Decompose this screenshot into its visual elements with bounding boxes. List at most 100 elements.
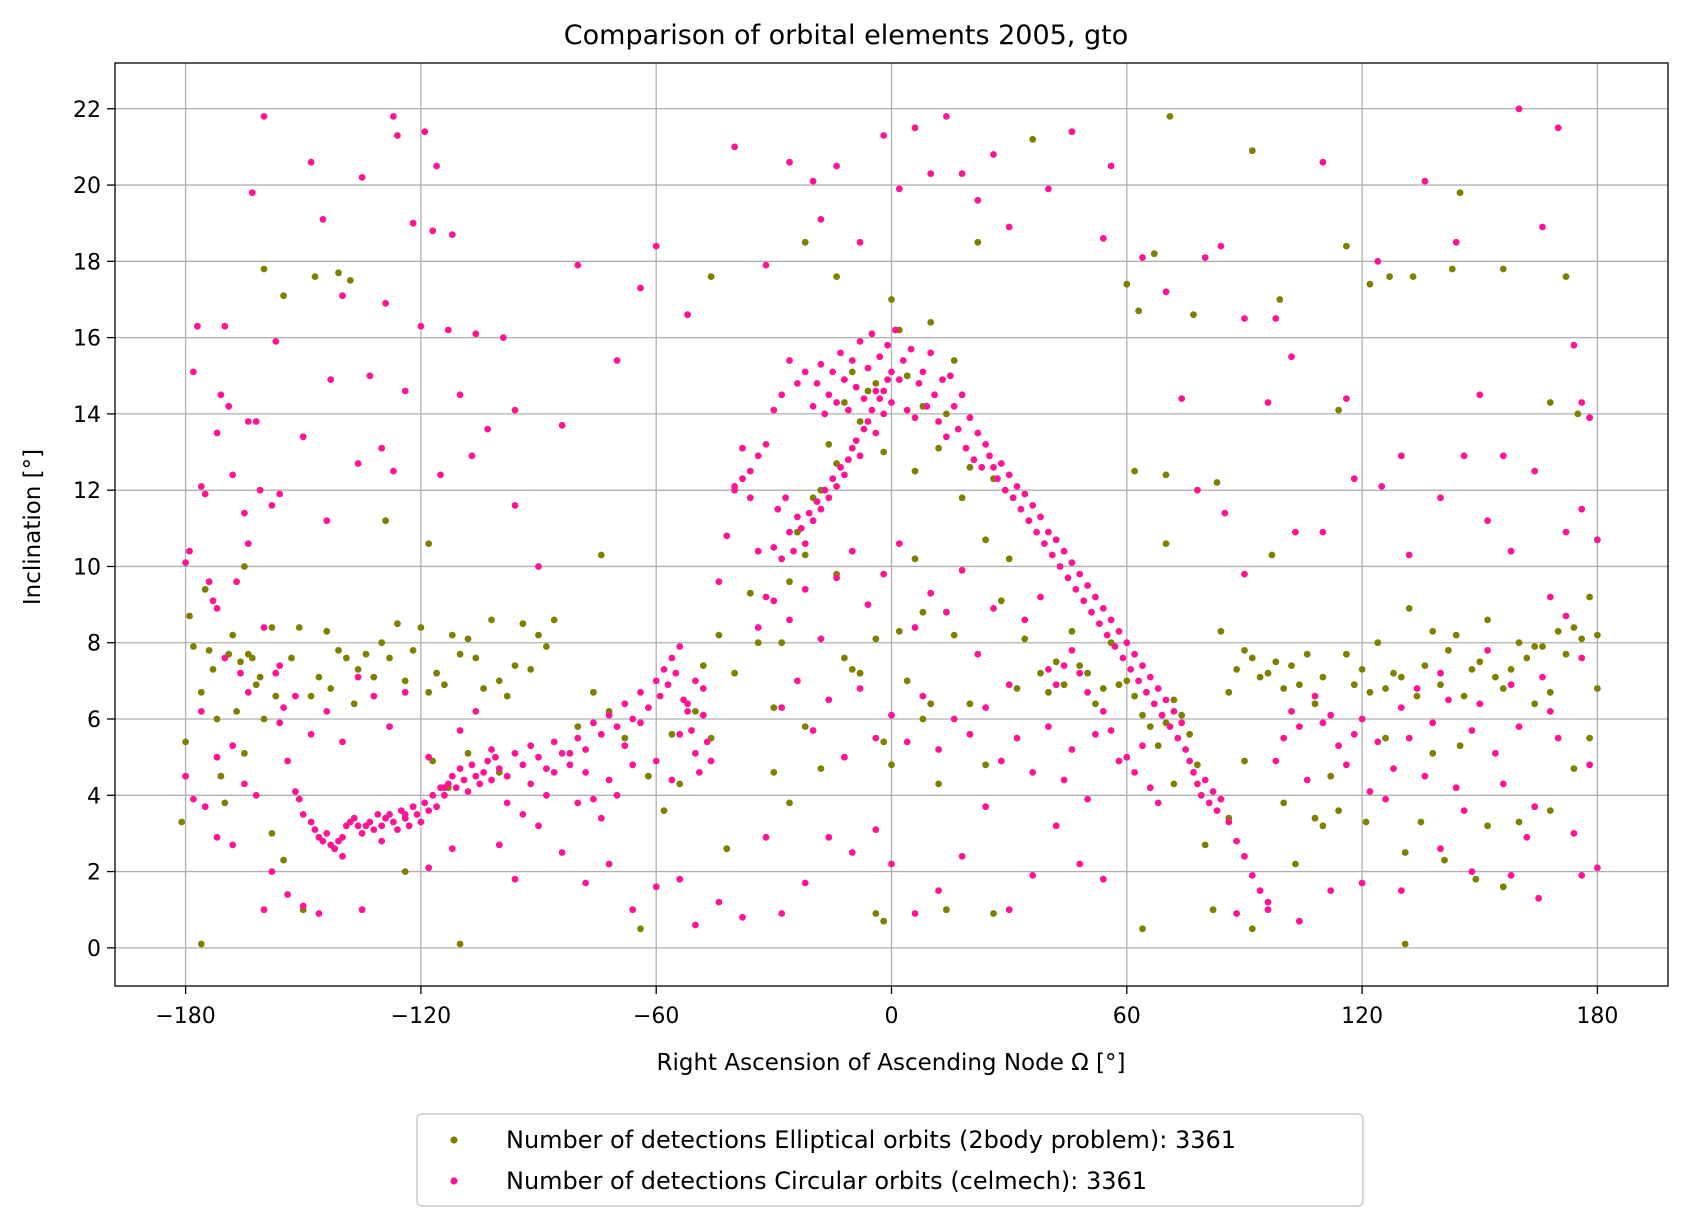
elliptical-orbit-point <box>1570 765 1578 772</box>
elliptical-orbit-point <box>1296 681 1303 689</box>
circular-orbit-point <box>1437 845 1444 853</box>
circular-orbit-point <box>299 433 307 441</box>
circular-orbit-point <box>652 757 660 765</box>
circular-orbit-point <box>1084 795 1091 803</box>
circular-orbit-point <box>1135 677 1142 685</box>
elliptical-orbit-point <box>1268 551 1276 559</box>
elliptical-orbit-point <box>480 685 487 692</box>
circular-orbit-point <box>1111 643 1119 650</box>
circular-orbit-point <box>201 490 209 498</box>
circular-orbit-point <box>495 765 503 772</box>
elliptical-orbit-point <box>1233 666 1240 673</box>
circular-orbit-point <box>358 174 366 181</box>
circular-orbit-point <box>833 399 840 406</box>
circular-orbit-point <box>848 357 856 364</box>
circular-orbit-point <box>754 547 762 555</box>
circular-orbit-point <box>1578 399 1586 406</box>
elliptical-orbit-point <box>1178 711 1186 719</box>
elliptical-orbit-point <box>943 410 950 418</box>
circular-orbit-point <box>695 769 703 776</box>
circular-orbit-point <box>519 761 527 769</box>
elliptical-orbit-point <box>272 692 280 700</box>
circular-orbit-point <box>1072 585 1080 593</box>
circular-orbit-point <box>378 822 386 830</box>
circular-orbit-point <box>401 688 409 696</box>
elliptical-orbit-point <box>872 380 880 387</box>
circular-orbit-point <box>543 765 550 772</box>
elliptical-orbit-point <box>409 647 417 654</box>
elliptical-orbit-point <box>1154 742 1162 750</box>
elliptical-orbit-point <box>1194 761 1201 769</box>
circular-orbit-point <box>746 494 754 502</box>
circular-orbit-point <box>656 692 664 700</box>
circular-orbit-point <box>770 544 778 551</box>
circular-orbit-point <box>731 143 738 151</box>
circular-orbit-point <box>535 822 542 830</box>
circular-orbit-point <box>778 910 786 917</box>
elliptical-orbit-point <box>1248 925 1256 933</box>
elliptical-orbit-point <box>1123 280 1131 288</box>
circular-orbit-point <box>703 738 711 746</box>
circular-orbit-point <box>1539 223 1546 231</box>
circular-orbit-point <box>456 391 464 399</box>
circular-orbit-point <box>868 330 876 338</box>
circular-orbit-point <box>1174 734 1182 742</box>
circular-orbit-point <box>456 727 464 734</box>
circular-orbit-point <box>225 402 233 410</box>
circular-orbit-point <box>1068 128 1076 136</box>
elliptical-orbit-point <box>864 387 872 395</box>
circular-orbit-point <box>888 399 895 406</box>
circular-orbit-point <box>1009 494 1017 502</box>
circular-orbit-point <box>974 650 982 658</box>
circular-orbit-point <box>1037 593 1044 601</box>
elliptical-orbit-point <box>1397 673 1405 681</box>
circular-orbit-point <box>244 688 252 696</box>
circular-orbit-point <box>519 811 527 818</box>
elliptical-orbit-point <box>966 463 974 471</box>
elliptical-orbit-point <box>974 238 982 246</box>
circular-orbit-point <box>444 326 452 334</box>
circular-orbit-point <box>401 387 409 395</box>
elliptical-orbit-point <box>535 631 542 639</box>
circular-orbit-point <box>978 463 986 471</box>
circular-orbit-point <box>1397 704 1405 711</box>
circular-orbit-point <box>558 849 566 856</box>
elliptical-orbit-point <box>327 685 335 692</box>
elliptical-orbit-point <box>770 704 778 711</box>
circular-orbit-point <box>860 395 868 402</box>
circular-orbit-point <box>1209 788 1217 795</box>
elliptical-orbit-point <box>1492 673 1499 681</box>
circular-orbit-point <box>511 749 519 757</box>
circular-orbit-point <box>958 170 966 178</box>
circular-orbit-point <box>260 113 268 120</box>
circular-orbit-point <box>939 376 946 383</box>
elliptical-orbit-point <box>888 296 895 303</box>
circular-orbit-point <box>856 685 864 692</box>
circular-orbit-point <box>927 170 935 178</box>
elliptical-orbit-point <box>919 715 927 723</box>
elliptical-orbit-point <box>692 708 699 715</box>
elliptical-orbit-point <box>723 845 731 853</box>
circular-orbit-point <box>778 391 786 399</box>
circular-orbit-point <box>527 780 535 788</box>
circular-orbit-point <box>280 704 287 711</box>
circular-orbit-point <box>919 368 927 376</box>
circular-orbit-point <box>319 837 327 845</box>
elliptical-orbit-point <box>997 597 1005 605</box>
circular-orbit-point <box>433 803 440 811</box>
circular-orbit-point <box>1499 452 1507 460</box>
circular-orbit-point <box>864 418 872 425</box>
elliptical-orbit-point <box>233 708 241 715</box>
elliptical-orbit-point <box>1358 666 1366 673</box>
elliptical-orbit-point <box>911 467 919 475</box>
circular-orbit-point <box>1476 391 1484 399</box>
elliptical-orbit-point <box>872 910 880 917</box>
circular-orbit-point <box>1264 898 1272 906</box>
circular-orbit-point <box>197 708 205 715</box>
elliptical-orbit-point <box>1166 113 1174 120</box>
elliptical-orbit-point <box>1499 685 1507 692</box>
circular-orbit-point <box>182 772 190 780</box>
elliptical-orbit-point <box>464 635 472 643</box>
circular-orbit-point <box>1256 887 1264 894</box>
circular-orbit-point <box>535 563 542 570</box>
